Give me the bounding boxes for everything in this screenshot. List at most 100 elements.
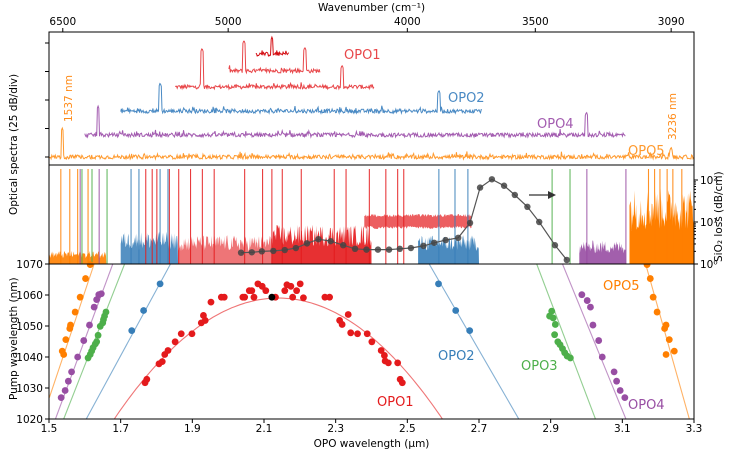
series-label-opo4: OPO4 [628, 398, 665, 413]
point-opo5 [67, 321, 74, 329]
loss-point [488, 176, 496, 183]
loss-y-tick-label: 10¹ [700, 217, 718, 229]
loss-point [536, 218, 543, 226]
point-opo3 [551, 321, 559, 328]
point-opo4 [621, 394, 629, 402]
loss-point [524, 203, 531, 211]
series-label-opo1: OPO1 [344, 48, 381, 63]
top-tick-label: 3090 [658, 16, 685, 28]
point-opo4 [613, 377, 620, 385]
loss-point [563, 256, 570, 264]
loss-point [551, 242, 559, 249]
loss-point [327, 237, 334, 245]
loss-point [258, 248, 266, 255]
band [178, 235, 272, 264]
point-opo4 [86, 321, 93, 329]
loss-y-tick-label: 10⁰ [700, 259, 718, 271]
series-label-opo1: OPO1 [377, 395, 414, 410]
point-opo2 [128, 327, 136, 335]
point-opo5 [62, 336, 70, 344]
x-axis-title: OPO wavelength (μm) [314, 438, 430, 450]
spectra-y-axis-title: Optical spectra (25 dB/div) [8, 74, 20, 215]
point-opo1 [296, 280, 304, 288]
point-opo5 [670, 347, 678, 355]
highlight-point [268, 293, 276, 301]
point-opo1 [321, 293, 329, 301]
point-opo1 [368, 338, 376, 346]
point-opo1 [363, 330, 371, 338]
loss-point [442, 236, 449, 244]
loss-point [385, 246, 393, 253]
point-opo4 [616, 387, 624, 394]
point-opo5 [60, 351, 68, 358]
band [629, 188, 694, 264]
loss-point [303, 240, 311, 247]
loss-point [500, 182, 508, 189]
x-tick-label: 1.7 [112, 423, 129, 435]
point-opo1 [377, 347, 385, 354]
point-opo4 [583, 297, 591, 304]
loss-point [374, 246, 382, 253]
y-tick-label: 1040 [16, 352, 43, 364]
point-opo4 [610, 368, 618, 376]
point-opo5 [665, 336, 673, 344]
point-opo4 [64, 377, 72, 385]
point-opo1 [354, 330, 361, 338]
point-opo3 [94, 331, 102, 339]
point-opo1 [164, 347, 172, 354]
point-opo1 [188, 330, 196, 338]
point-opo4 [578, 291, 586, 299]
point-opo4 [74, 353, 82, 361]
top-tick-label: 4000 [394, 16, 421, 28]
x-tick-label: 2.3 [327, 423, 344, 435]
point-opo1 [207, 298, 215, 306]
point-opo1 [241, 293, 249, 301]
point-opo1 [293, 287, 301, 295]
point-opo1 [326, 293, 333, 301]
transmission-panel [49, 169, 694, 264]
point-opo1 [248, 287, 256, 295]
point-opo4 [589, 321, 597, 329]
loss-point [363, 246, 370, 253]
point-opo5 [646, 275, 654, 282]
x-tick-label: 2.5 [399, 423, 416, 435]
point-opo1 [143, 375, 151, 383]
spectra-panel: OPO1 OPO2 OPO4 OPO5 1537 nm 3236 nm [48, 35, 695, 161]
loss-point [476, 184, 484, 191]
axes: 6500 5000 4000 3500 3090 Wavenumber (cm⁻¹) Opt… [8, 2, 725, 450]
loss-y-axis-title: SiO₂ loss (dB/cm) [713, 171, 725, 262]
point-opo4 [61, 387, 69, 394]
point-opo1 [394, 359, 402, 367]
point-opo1 [171, 338, 179, 346]
point-opo2 [466, 327, 474, 335]
point-opo1 [338, 321, 346, 328]
point-opo2 [452, 307, 460, 314]
top-tick-label: 6500 [49, 16, 76, 28]
point-opo4 [57, 394, 65, 402]
arrow-head-icon [548, 191, 556, 199]
point-opo1 [250, 293, 258, 301]
point-opo1 [158, 358, 166, 366]
loss-point [315, 235, 322, 243]
x-tick-label: 1.5 [41, 423, 58, 435]
y-tick-label: 1020 [16, 414, 43, 426]
point-opo1 [289, 293, 297, 301]
x-tick-label: 2.7 [471, 423, 488, 435]
series-label-opo2: OPO2 [448, 91, 485, 106]
point-opo3 [566, 354, 574, 362]
point-opo4 [97, 290, 105, 298]
point-opo1 [287, 282, 295, 290]
x-tick-label: 1.9 [184, 423, 201, 435]
loss-y-tick-label: 10² [700, 175, 718, 187]
x-tick-label: 3.1 [614, 423, 631, 435]
series-label-opo5: OPO5 [628, 144, 665, 159]
y-tick-label: 1070 [16, 259, 43, 271]
spectrum-opo5 [48, 126, 695, 161]
y-axis-title: Pump wavelength (nm) [8, 277, 20, 400]
point-opo5 [662, 351, 670, 358]
series-label-opo5: OPO5 [603, 279, 640, 294]
spectrum-opo4 [84, 104, 626, 139]
band [364, 214, 472, 229]
loss-point [248, 249, 256, 256]
